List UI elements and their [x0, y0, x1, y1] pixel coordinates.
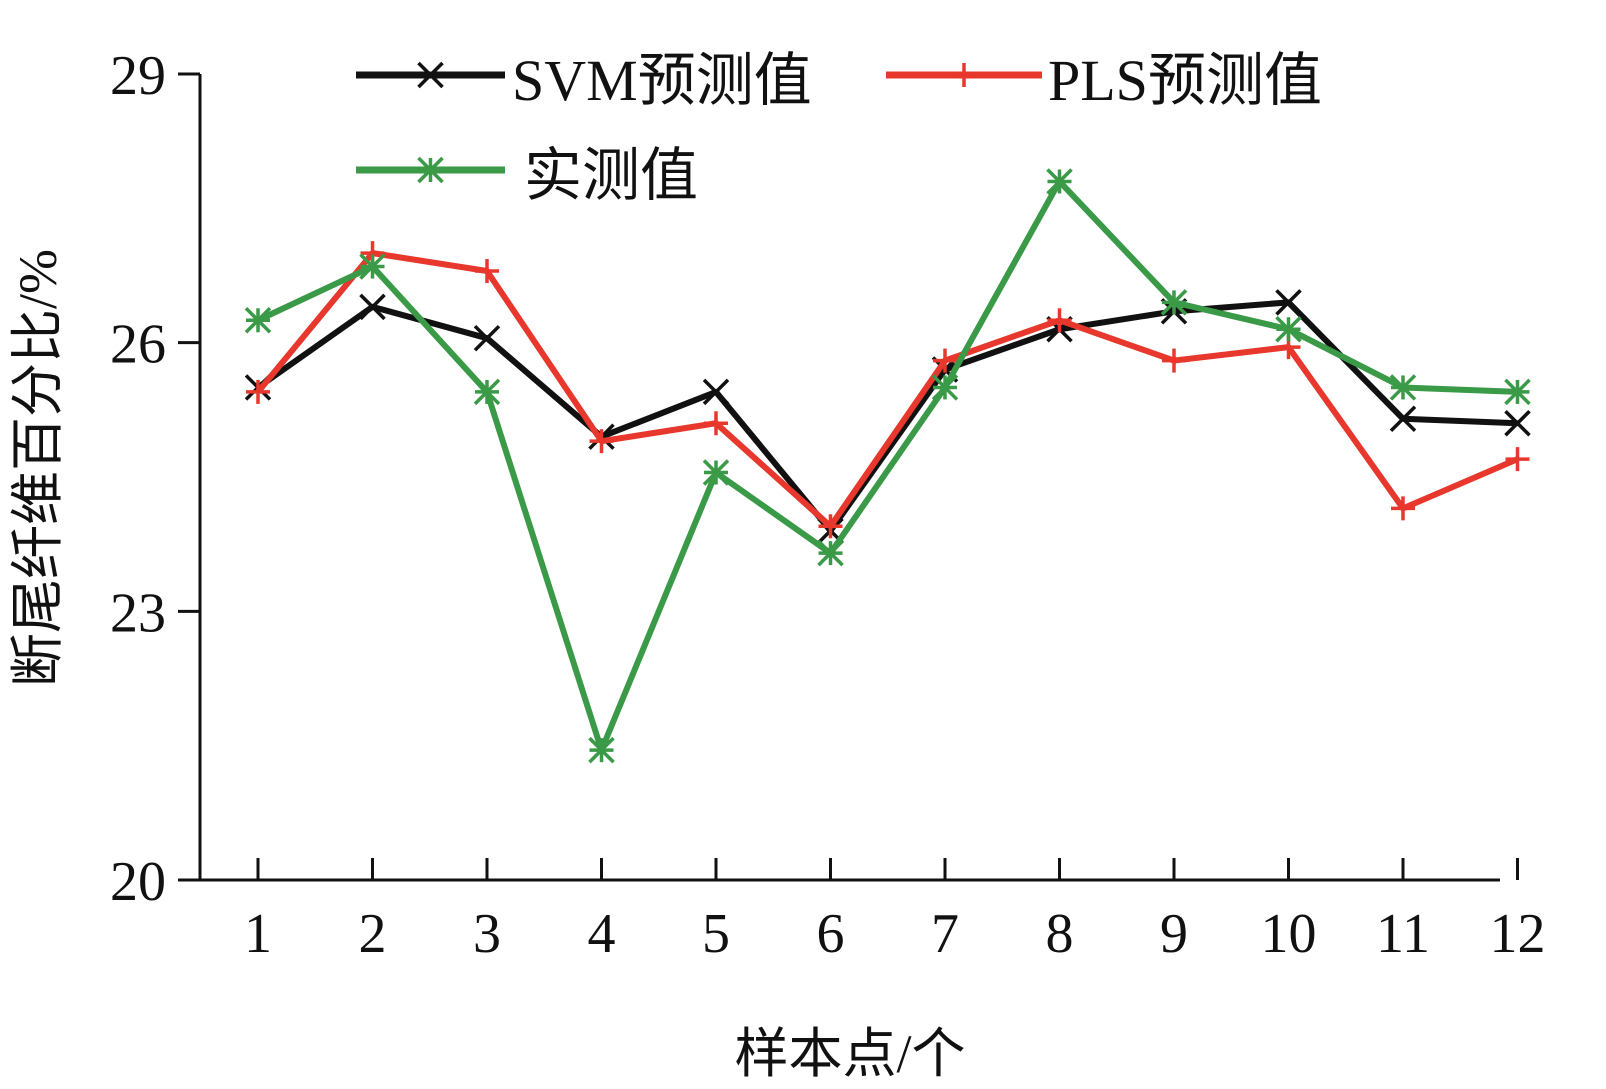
data-point — [473, 324, 501, 352]
data-point — [1160, 289, 1188, 316]
legend-label: PLS预测值 — [1048, 48, 1322, 113]
data-point — [1162, 348, 1186, 373]
series-line — [256, 178, 1518, 754]
x-tick-label: 1 — [244, 903, 272, 965]
data-point — [589, 429, 614, 454]
y-tick-label: 29 — [110, 45, 166, 107]
x-tick-label: 5 — [702, 903, 730, 965]
data-point — [244, 307, 272, 334]
x-tick-label: 9 — [1160, 903, 1188, 965]
y-tick-label: 20 — [110, 851, 166, 913]
series-line — [255, 250, 1519, 530]
x-tick-label: 4 — [588, 903, 616, 965]
x-tick-label: 10 — [1261, 903, 1317, 965]
data-point — [1275, 289, 1302, 316]
data-point — [1046, 168, 1073, 195]
data-point — [1389, 405, 1417, 433]
legend-marker — [417, 61, 444, 89]
legend-item-1: SVM预测值 — [356, 48, 812, 113]
x-tick-label: 3 — [473, 903, 501, 965]
series-layer — [244, 168, 1531, 764]
y-tick-label: 23 — [110, 582, 166, 644]
legend-item-2: PLS预测值 — [886, 48, 1322, 113]
series-2 — [246, 241, 1530, 539]
data-point — [1047, 308, 1072, 333]
x-tick-label: 11 — [1376, 903, 1430, 965]
data-point — [359, 253, 386, 280]
data-point — [1389, 374, 1417, 401]
x-tick-label: 2 — [359, 903, 387, 965]
data-point — [246, 379, 270, 404]
data-point — [931, 374, 959, 401]
data-point — [1504, 410, 1531, 437]
data-point — [1275, 315, 1302, 343]
data-point — [475, 259, 499, 284]
axes — [198, 74, 1500, 882]
data-point — [1505, 447, 1530, 472]
data-point — [704, 411, 728, 436]
y-tick-label: 26 — [110, 314, 166, 376]
data-point — [359, 293, 386, 321]
data-point — [702, 459, 730, 486]
data-point — [702, 378, 730, 406]
data-point — [588, 736, 615, 764]
x-tick-label: 6 — [817, 903, 845, 965]
data-point — [473, 378, 501, 406]
x-tick-label: 8 — [1046, 903, 1074, 965]
data-point — [933, 348, 957, 373]
legend-marker — [417, 156, 444, 184]
data-point — [818, 514, 843, 539]
legend-label: SVM预测值 — [512, 48, 812, 113]
legend-label: 实测值 — [524, 143, 698, 208]
y-axis-title: 断尾纤维百分比/% — [8, 249, 68, 687]
series-line — [256, 299, 1518, 534]
legend-item-3: 实测值 — [356, 143, 698, 208]
series-3 — [244, 168, 1531, 764]
data-point — [1391, 496, 1415, 521]
data-point — [1504, 378, 1531, 406]
x-axis-title: 样本点/个 — [734, 1024, 965, 1084]
legend-marker — [952, 63, 976, 87]
x-tick-label: 7 — [931, 903, 959, 965]
x-tick-label: 12 — [1490, 903, 1546, 965]
data-point — [817, 539, 844, 567]
